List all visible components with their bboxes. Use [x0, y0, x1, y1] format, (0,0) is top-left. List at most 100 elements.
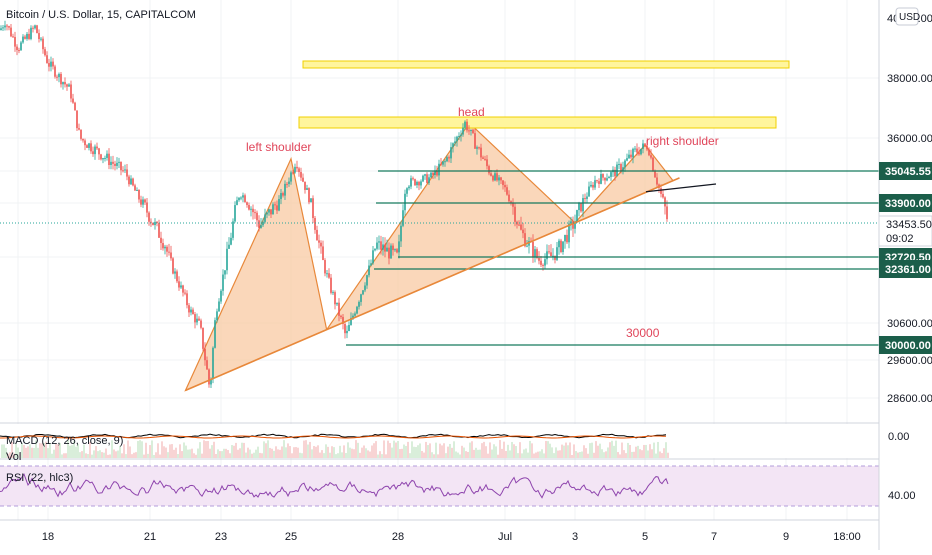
vol-label[interactable]: Vol — [6, 451, 21, 463]
candle-body — [330, 277, 332, 293]
volume-bar — [417, 445, 419, 458]
volume-bar — [269, 447, 271, 458]
volume-bar — [263, 441, 265, 458]
volume-bar — [9, 452, 11, 458]
resistance-zone-upper[interactable] — [302, 60, 790, 69]
volume-bar — [553, 453, 555, 458]
volume-bar — [223, 448, 225, 458]
price-candles — [0, 20, 668, 389]
volume-bar — [617, 452, 619, 458]
level-badge[interactable] — [879, 162, 932, 180]
volume-bar — [611, 440, 613, 458]
macd-label[interactable]: MACD (12, 26, close, 9) — [6, 435, 123, 447]
volume-bar — [425, 441, 427, 458]
candle-body — [294, 166, 296, 173]
level-badge[interactable] — [879, 260, 932, 278]
left-shoulder-label[interactable]: left shoulder — [246, 140, 311, 154]
candle-body — [316, 229, 318, 241]
volume-bar — [395, 442, 397, 458]
trendline[interactable] — [185, 177, 717, 392]
candle-body — [236, 200, 238, 206]
candle-body — [162, 243, 164, 249]
candle-body — [382, 244, 384, 250]
level-30000-label[interactable]: 30000 — [626, 326, 660, 340]
volume-bar — [625, 453, 627, 458]
candle-body — [170, 252, 172, 259]
volume-bar — [151, 440, 153, 458]
volume-bar — [613, 445, 615, 458]
volume-bar — [583, 445, 585, 458]
volume-bar — [149, 445, 151, 458]
volume-bar — [41, 443, 43, 458]
candle-body — [270, 209, 272, 215]
candle-body — [30, 27, 32, 39]
volume-bar — [19, 453, 21, 458]
candle-body — [422, 175, 424, 182]
candle-body — [146, 202, 148, 213]
candle-body — [84, 140, 86, 146]
volume-bar — [503, 441, 505, 458]
volume-bar — [61, 454, 63, 458]
volume-bar — [219, 451, 221, 458]
volume-bar — [35, 440, 37, 458]
symbol-title: Bitcoin / U.S. Dollar, 15, CAPITALCOM — [6, 9, 196, 21]
candle-body — [360, 294, 362, 302]
volume-bar — [505, 450, 507, 458]
candle-body — [118, 161, 120, 163]
level-badge[interactable] — [879, 336, 932, 354]
candle-body — [518, 224, 520, 226]
volume-bar — [327, 446, 329, 458]
volume-bar — [293, 447, 295, 458]
candle-body — [218, 301, 220, 312]
right-shoulder-label[interactable]: right shoulder — [646, 134, 719, 148]
volume-bar — [569, 442, 571, 458]
candle-body — [616, 164, 618, 177]
head-shoulders-pattern[interactable] — [184, 122, 674, 392]
candle-body — [72, 98, 74, 103]
volume-bar — [105, 448, 107, 458]
volume-bar — [155, 452, 157, 458]
level-badge[interactable] — [879, 194, 932, 212]
volume-bar — [21, 443, 23, 458]
candle-body — [582, 198, 584, 212]
volume-bar — [659, 451, 661, 458]
volume-bar — [629, 445, 631, 458]
candle-body — [584, 198, 586, 200]
last-price-badge[interactable] — [878, 215, 932, 247]
candle-body — [8, 26, 10, 28]
candle-body — [182, 285, 184, 293]
candle-body — [40, 38, 42, 40]
candle-body — [186, 293, 188, 306]
candle-body — [642, 143, 644, 149]
volume-bar — [383, 440, 385, 458]
currency-button-label[interactable]: USD — [899, 12, 920, 23]
candle-body — [398, 241, 400, 253]
volume-bar — [55, 443, 57, 458]
volume-bar — [265, 443, 267, 458]
candle-body — [42, 38, 44, 50]
candle-body — [446, 157, 448, 162]
horizontal-levels[interactable] — [346, 170, 879, 346]
candle-body — [66, 84, 68, 87]
time-axis[interactable]: 18 21 23 25 28 Jul 3 5 7 9 18:00 — [42, 531, 861, 543]
volume-bar — [317, 445, 319, 458]
volume-bar — [635, 446, 637, 458]
resistance-zone-head[interactable] — [298, 116, 777, 129]
volume-bar — [477, 449, 479, 458]
candle-body — [356, 306, 358, 314]
candle-body — [154, 221, 156, 226]
candle-body — [374, 248, 376, 251]
head-label[interactable]: head — [458, 105, 485, 119]
neckline-trendline[interactable] — [185, 177, 680, 392]
currency-button[interactable] — [895, 7, 919, 26]
candle-body — [458, 136, 460, 138]
macd-pane[interactable] — [0, 424, 879, 458]
candle-body — [492, 175, 494, 181]
extension-line[interactable] — [645, 183, 717, 193]
volume-bar — [175, 447, 177, 458]
candle-body — [392, 245, 394, 251]
candle-body — [410, 178, 412, 187]
rsi-label[interactable]: RSI (22, hlc3) — [6, 472, 73, 484]
